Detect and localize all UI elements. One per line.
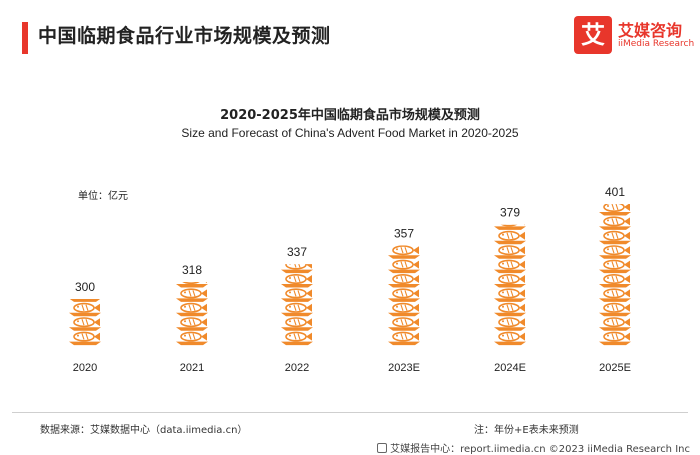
footer-divider <box>12 412 688 413</box>
bar-2023E <box>388 245 420 346</box>
logo-text-en: iiMedia Research <box>618 39 695 49</box>
value-label: 337 <box>287 245 307 259</box>
category-label: 2022 <box>285 362 309 374</box>
category-label: 2024E <box>494 362 526 374</box>
bar-2020 <box>69 298 101 346</box>
unit-label: 单位：亿元 <box>78 191 128 202</box>
category-label: 2020 <box>73 362 97 374</box>
value-label: 318 <box>182 263 202 277</box>
iimedia-logo: 艾 艾媒咨询 iiMedia Research <box>574 16 694 56</box>
value-label: 300 <box>75 280 95 294</box>
category-label: 2023E <box>388 362 420 374</box>
logo-text-cn: 艾媒咨询 <box>618 21 683 40</box>
report-credit: 艾媒报告中心：report.iimedia.cn ©2023 iiMedia R… <box>377 440 690 455</box>
value-label: 379 <box>500 206 520 220</box>
page-title: 中国临期食品行业市场规模及预测 <box>38 25 331 47</box>
category-label: 2025E <box>599 362 631 374</box>
chart-title: 2020-2025年中国临期食品市场规模及预测 <box>220 108 480 123</box>
logo-mark-icon: 艾 <box>574 16 612 54</box>
report-credit-text: 艾媒报告中心：report.iimedia.cn ©2023 iiMedia R… <box>390 444 690 455</box>
data-source: 数据来源：艾媒数据中心（data.iimedia.cn） <box>40 425 248 436</box>
bar-2021 <box>176 282 208 346</box>
value-label: 401 <box>605 185 625 199</box>
report-center-icon <box>377 443 388 453</box>
bar-2024E <box>494 224 526 346</box>
bar-2025E <box>599 204 631 346</box>
category-label: 2021 <box>180 362 204 374</box>
title-accent-bar <box>22 22 28 54</box>
value-label: 357 <box>394 226 414 240</box>
chart-subtitle: Size and Forecast of China's Advent Food… <box>181 126 519 140</box>
bar-2022 <box>281 264 313 346</box>
forecast-note: 注：年份+E表未来预测 <box>474 425 579 436</box>
header: 中国临期食品行业市场规模及预测 艾 艾媒咨询 iiMedia Research <box>0 0 700 64</box>
